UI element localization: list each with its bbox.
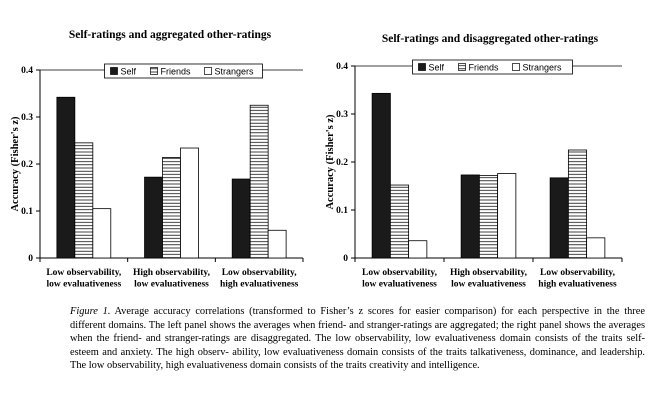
x-category-label: high evaluativeness (220, 280, 299, 290)
legend-label-strangers: Strangers (215, 67, 255, 77)
y-tick-label: 0.1 (21, 207, 33, 217)
legend-swatch-self (418, 63, 426, 71)
x-category-label: High observability, (450, 268, 528, 278)
y-axis-label: Accuracy (Fisher's z) (325, 114, 336, 210)
x-category-label: low evaluativeness (46, 280, 121, 290)
bar-friends-3 (249, 104, 269, 259)
y-tick-label: 0 (28, 254, 33, 264)
bar-self-1 (371, 92, 391, 259)
bar-friends-2 (478, 175, 499, 259)
y-tick-label: 0.3 (21, 113, 33, 123)
y-tick-label: 0.3 (336, 110, 348, 120)
bar-friends-1 (74, 142, 94, 259)
legend-label-friends: Friends (469, 63, 500, 73)
x-category-label: low evaluativeness (134, 280, 209, 290)
chart-title: Self-ratings and aggregated other-rating… (69, 29, 272, 41)
x-category-label: Low observability, (46, 268, 122, 278)
y-tick-label: 0.2 (21, 160, 33, 170)
legend-swatch-strangers (204, 67, 212, 75)
caption-line: are aggregated; the right panel shows th… (70, 319, 646, 345)
bar-friends-3 (567, 149, 588, 259)
x-category-label: low evaluativeness (362, 280, 437, 290)
bar-strangers-1 (92, 208, 112, 259)
charts-canvas: Self-ratings and aggregated other-rating… (10, 29, 623, 290)
bar-self-1 (56, 96, 76, 259)
legend-label-friends: Friends (161, 67, 192, 77)
x-category-label: Low observability, (540, 268, 616, 278)
bar-strangers-3 (267, 229, 287, 259)
caption-line: ability, low evaluativeness domain consi… (70, 346, 645, 372)
x-category-label: high evaluativeness (538, 280, 617, 290)
chart-title: Self-ratings and disaggregated other-rat… (382, 33, 599, 45)
bar-self-3 (549, 177, 569, 259)
legend-swatch-friends (458, 63, 466, 71)
x-category-label: low evaluativeness (451, 280, 526, 290)
legend-swatch-friends (150, 67, 158, 75)
y-tick-label: 0.2 (336, 158, 348, 168)
legend-box (104, 63, 263, 79)
x-category-label: Low observability, (222, 268, 298, 278)
bar-strangers-3 (586, 237, 606, 259)
bar-strangers-2 (497, 173, 517, 259)
x-category-label: High observability, (133, 268, 211, 278)
y-tick-label: 0.4 (336, 62, 348, 72)
legend-box (412, 59, 573, 75)
bar-self-3 (231, 178, 251, 259)
caption-line: low observability, low evaluativeness do… (70, 333, 646, 358)
bar-strangers-2 (180, 147, 199, 259)
figure-caption: Figure 1. Average accuracy correlations (… (70, 305, 645, 373)
y-tick-label: 0.4 (21, 66, 33, 76)
legend-swatch-strangers (512, 63, 520, 71)
legend-label-self: Self (121, 67, 137, 77)
x-category-label: Low observability, (362, 268, 438, 278)
legend-label-self: Self (429, 63, 445, 73)
bar-friends-1 (389, 184, 410, 259)
y-tick-label: 0.1 (336, 206, 348, 216)
bar-self-2 (460, 174, 480, 259)
bar-strangers-1 (408, 240, 428, 259)
chart-panel-2: Self-ratings and disaggregated other-rat… (325, 33, 623, 290)
legend-label-strangers: Strangers (523, 63, 563, 73)
y-axis-label: Accuracy (Fisher's z) (10, 116, 21, 212)
caption-label: Figure 1. (70, 306, 111, 317)
y-tick-label: 0 (343, 254, 348, 264)
bar-friends-2 (162, 157, 181, 259)
chart-panel-1: Self-ratings and aggregated other-rating… (10, 29, 304, 290)
caption-line: observability, high evaluativeness domai… (106, 360, 480, 372)
bar-self-2 (144, 176, 163, 259)
legend-swatch-self (110, 67, 118, 75)
caption-line: Average accuracy correlations (transform… (114, 306, 542, 317)
caption-line: perspective in the three different domai… (70, 306, 645, 331)
